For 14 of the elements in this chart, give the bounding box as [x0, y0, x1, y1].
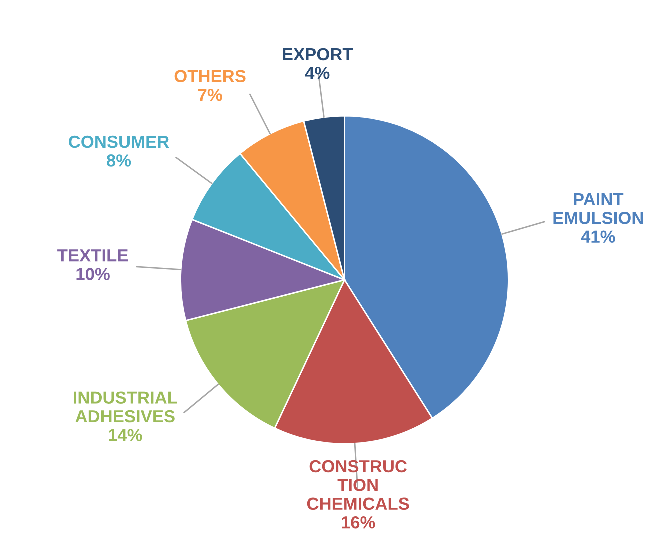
data-label: 8%	[107, 154, 132, 167]
slice-label: PAINT EMULSION	[554, 194, 644, 224]
data-label: 10%	[76, 268, 110, 280]
data-label: 16%	[342, 516, 376, 529]
data-label: 41%	[581, 230, 616, 243]
slice-label: INDUSTRIAL ADHESIVES	[74, 392, 178, 423]
data-label: 14%	[109, 429, 142, 442]
slice-label: TEXTILE	[58, 250, 128, 262]
data-label: 7%	[198, 88, 222, 102]
slice-label: CONSTRUC TION CHEMICALS	[307, 460, 410, 510]
slice-label: CONSUMER	[69, 136, 170, 148]
data-label: 4%	[305, 67, 330, 80]
slice-label: EXPORT	[283, 48, 354, 61]
slice-label: OTHERS	[174, 70, 246, 83]
